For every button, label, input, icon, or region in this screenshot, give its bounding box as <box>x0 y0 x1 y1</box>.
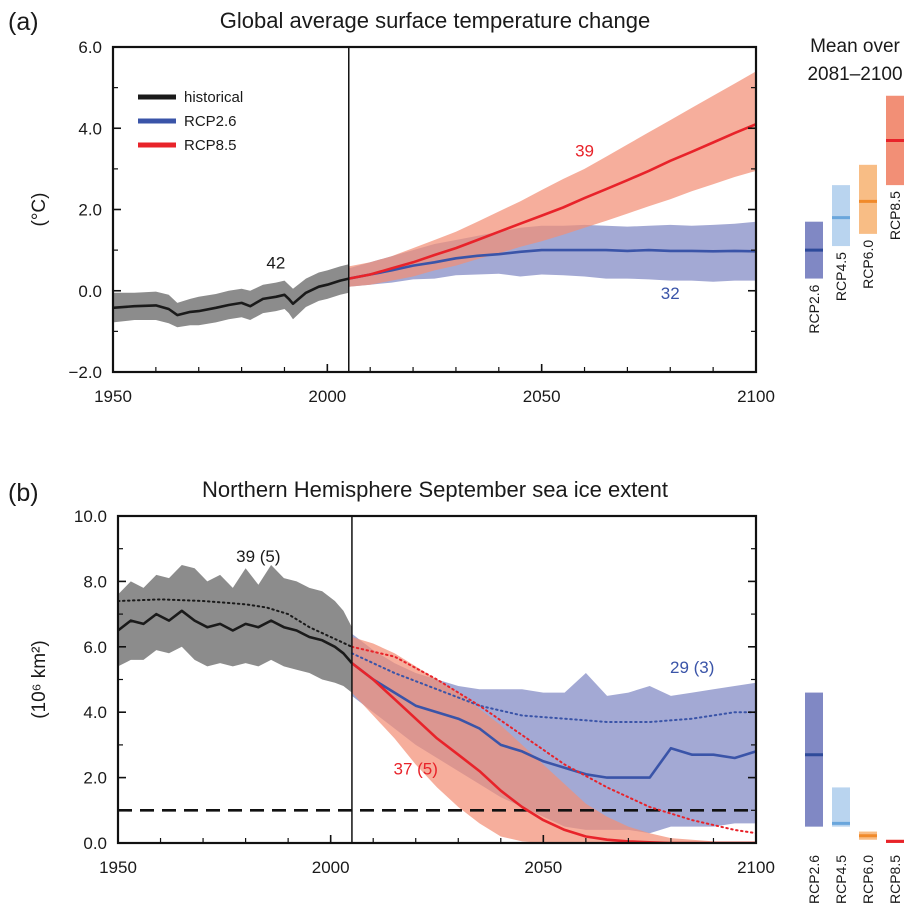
panel-label: (b) <box>8 479 39 507</box>
side-bar-label: RCP2.6 <box>806 284 822 333</box>
side-bar-label: RCP4.5 <box>833 252 849 301</box>
y-axis-label: (10⁶ km²) <box>29 640 50 719</box>
y-tick-label: −2.0 <box>68 363 102 382</box>
band-rcp8.5 <box>348 71 756 287</box>
band-rcp2.6 <box>348 221 756 287</box>
series-line-rcp2.6-dotted <box>350 652 756 723</box>
legend-label: RCP2.6 <box>184 113 237 130</box>
annotation-label: 29 (3) <box>670 658 714 677</box>
chart-title: Global average surface temperature chang… <box>220 8 650 33</box>
panel-label: (a) <box>8 8 39 36</box>
side-bar-label: RCP4.5 <box>833 855 849 904</box>
series-line-rcp2.6 <box>351 662 756 779</box>
x-tick-label: 2100 <box>737 858 775 877</box>
y-tick-label: 6.0 <box>83 638 107 657</box>
panel-b: Northern Hemisphere September sea ice ex… <box>8 477 904 904</box>
y-tick-label: 2.0 <box>78 201 102 220</box>
series-line-historical <box>118 609 353 664</box>
series-line-historical-observed <box>118 598 353 648</box>
y-tick-label: 0.0 <box>83 834 107 853</box>
band-rcp2.6 <box>351 633 756 834</box>
side-bars-title: Mean over <box>810 36 900 57</box>
annotation-label: 32 <box>661 284 680 303</box>
y-tick-label: 6.0 <box>78 38 102 57</box>
side-bars: RCP2.6 RCP4.5 RCP6.0 RCP8.5 <box>805 692 904 904</box>
band-rcp8.5 <box>351 637 756 843</box>
side-bar-label: RCP8.5 <box>887 855 903 904</box>
band-historical <box>113 264 349 328</box>
annotation-label: 39 <box>575 142 594 161</box>
x-tick-label: 2050 <box>524 858 562 877</box>
x-tick-label: 2000 <box>308 387 346 406</box>
plot-area <box>113 71 756 328</box>
y-tick-label: 4.0 <box>78 119 102 138</box>
y-tick-label: 4.0 <box>83 703 107 722</box>
x-tick-label: 2100 <box>737 387 775 406</box>
y-tick-label: 2.0 <box>83 769 107 788</box>
side-bar-label: RCP8.5 <box>887 191 903 240</box>
series-line-historical <box>113 277 350 317</box>
series-line-rcp8.5-dotted <box>350 645 756 835</box>
side-bar-label: RCP2.6 <box>806 855 822 904</box>
x-tick-label: 2050 <box>523 387 561 406</box>
side-bar-range <box>832 787 850 827</box>
side-bars-subtitle: 2081–2100 <box>807 64 902 85</box>
plot-area <box>118 565 756 843</box>
legend-label: historical <box>184 89 243 106</box>
side-bar-range <box>832 185 850 247</box>
annotation-label: 42 <box>266 253 285 272</box>
y-tick-label: 10.0 <box>74 507 107 526</box>
annotation-label: 39 (5) <box>236 547 280 566</box>
chart-title: Northern Hemisphere September sea ice ex… <box>202 477 668 502</box>
x-tick-label: 1950 <box>99 858 137 877</box>
side-bars: Mean over 2081–2100 RCP2.6 RCP4.5 RCP6.0 RCP8… <box>805 36 904 334</box>
side-bar-label: RCP6.0 <box>860 240 876 289</box>
series-line-rcp2.6 <box>348 248 756 280</box>
annotation-label: 37 (5) <box>394 759 438 778</box>
x-tick-label: 2000 <box>312 858 350 877</box>
y-tick-label: 8.0 <box>83 572 107 591</box>
x-tick-label: 1950 <box>94 387 132 406</box>
side-bar-range <box>859 164 877 234</box>
legend-label: RCP8.5 <box>184 137 237 154</box>
panel-a: Global average surface temperature chang… <box>8 8 904 406</box>
series-line-rcp8.5 <box>348 122 756 280</box>
y-axis-label: (°C) <box>29 193 50 227</box>
side-bar-label: RCP6.0 <box>860 855 876 904</box>
legend: historical RCP2.6 RCP8.5 <box>138 89 243 154</box>
y-tick-label: 0.0 <box>78 282 102 301</box>
side-bar-range <box>805 692 823 827</box>
